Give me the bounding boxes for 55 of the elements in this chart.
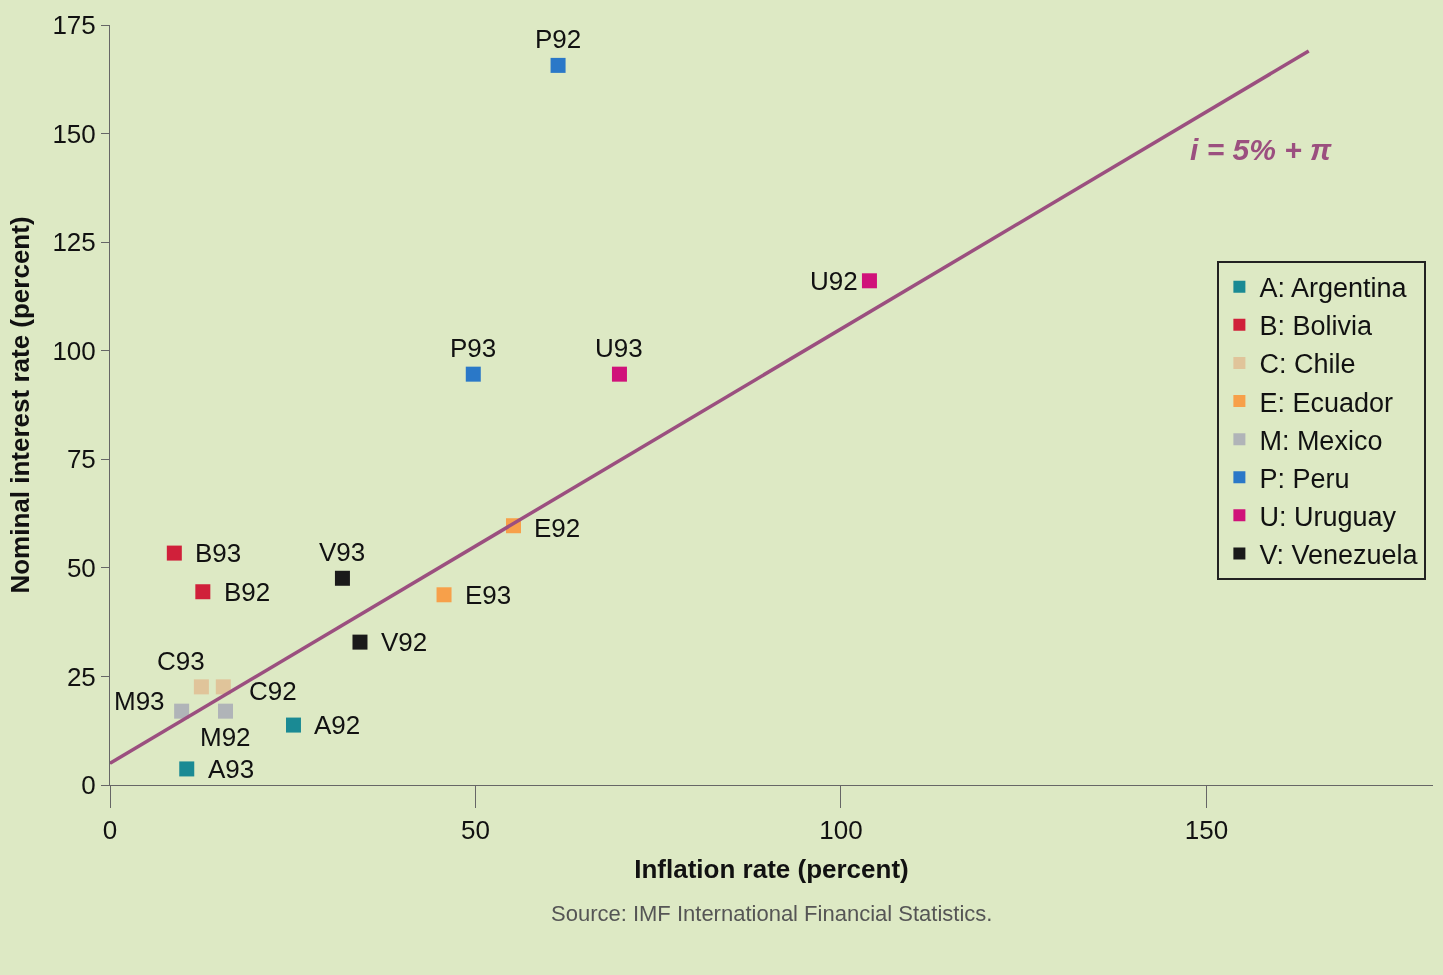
annotation: U93 xyxy=(595,333,643,363)
y-tick-label: 75 xyxy=(66,444,96,475)
annotation: A92 xyxy=(314,710,361,740)
point xyxy=(352,634,368,650)
annotation: A93 xyxy=(208,754,255,784)
y-tick-label: 125 xyxy=(52,227,96,258)
point xyxy=(861,273,877,289)
annotation: B93 xyxy=(195,538,242,568)
annotation: E93 xyxy=(465,580,512,610)
annotation: E92 xyxy=(534,513,581,543)
y-tick-label: 50 xyxy=(66,552,96,583)
legend-label: C: Chile xyxy=(1259,349,1356,380)
annotation: C92 xyxy=(249,676,297,706)
point xyxy=(550,57,566,73)
annotation: V92 xyxy=(381,627,428,657)
legend-label: B: Bolivia xyxy=(1259,311,1373,342)
legend-label: P: Peru xyxy=(1259,463,1350,494)
point xyxy=(436,587,452,603)
y-axis-title: Nominal interest rate (percent) xyxy=(4,216,35,594)
point xyxy=(179,761,195,777)
annotation: C93 xyxy=(157,646,205,676)
legend-label: E: Ecuador xyxy=(1259,387,1393,418)
x-tick-label: 0 xyxy=(102,815,118,846)
x-tick-label: 50 xyxy=(461,815,490,846)
point xyxy=(166,545,182,561)
legend-label: V: Venezuela xyxy=(1259,539,1419,570)
annotation: M92 xyxy=(200,722,251,752)
x-tick-label: 150 xyxy=(1184,815,1229,846)
annotation: B92 xyxy=(224,577,271,607)
annotation: U92 xyxy=(810,266,858,296)
legend-label: M: Mexico xyxy=(1259,425,1383,456)
x-tick-label: 100 xyxy=(819,815,863,846)
legend-label: A: Argentina xyxy=(1259,273,1408,304)
point xyxy=(195,584,211,600)
source-note: Source: IMF International Financial Statistics. xyxy=(551,901,993,926)
legend-label: U: Uruguay xyxy=(1259,501,1397,532)
series-label: i = 5% + π xyxy=(1190,133,1333,166)
y-tick-label: 25 xyxy=(66,661,96,692)
annotation: M93 xyxy=(114,686,165,716)
point xyxy=(285,717,301,733)
y-tick-label: 175 xyxy=(52,10,96,41)
point xyxy=(611,366,627,382)
x-axis-title: Inflation rate (percent) xyxy=(634,853,909,884)
point xyxy=(215,679,231,695)
point xyxy=(334,570,350,586)
annotation: V93 xyxy=(319,537,366,567)
y-tick-label: 150 xyxy=(52,118,96,149)
annotation: P93 xyxy=(450,333,497,363)
point xyxy=(465,366,481,382)
y-tick-label: 100 xyxy=(52,335,96,366)
point xyxy=(193,679,209,695)
point xyxy=(217,703,233,719)
point xyxy=(174,703,190,719)
y-tick-label: 0 xyxy=(81,770,96,801)
annotation: P92 xyxy=(535,24,582,54)
